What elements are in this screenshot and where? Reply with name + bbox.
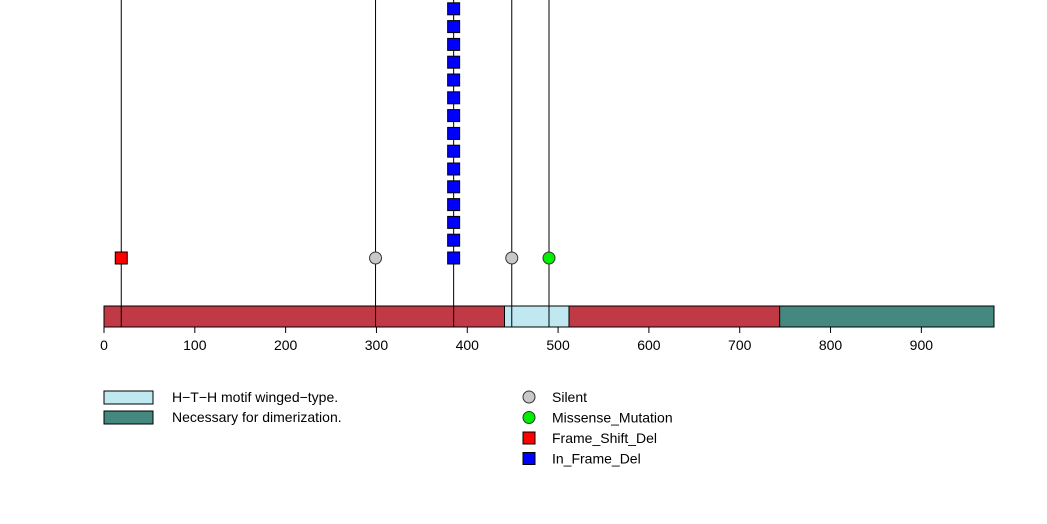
mutation-marker-in-frame-del xyxy=(447,180,461,194)
legend-mutation-swatch xyxy=(522,390,536,404)
domain-1 xyxy=(504,305,570,328)
mutation-marker-silent xyxy=(369,251,383,265)
x-tick-label: 900 xyxy=(910,337,934,353)
legend-domain-swatch xyxy=(103,390,154,405)
mutation-marker-in-frame-del xyxy=(447,20,461,34)
mutation-marker-in-frame-del xyxy=(447,233,461,247)
x-tick-label: 400 xyxy=(456,337,480,353)
x-tick-label: 600 xyxy=(637,337,661,353)
x-tick-label: 200 xyxy=(274,337,298,353)
x-tick-label: 700 xyxy=(728,337,752,353)
legend-mutation-label: Frame_Shift_Del xyxy=(552,430,657,446)
legend-domain-label: Necessary for dimerization. xyxy=(172,409,342,425)
x-tick-label: 800 xyxy=(819,337,843,353)
x-tick-label: 100 xyxy=(183,337,207,353)
domain-2 xyxy=(779,305,995,328)
x-tick-label: 300 xyxy=(365,337,389,353)
mutation-marker-in-frame-del xyxy=(447,55,461,69)
legend-mutation-swatch xyxy=(522,452,536,465)
legend-domain-label: H−T−H motif winged−type. xyxy=(172,389,338,405)
mutation-marker-in-frame-del xyxy=(447,91,461,105)
x-tick-label: 500 xyxy=(546,337,570,353)
mutation-marker-silent xyxy=(505,251,519,265)
legend-mutation-swatch xyxy=(522,431,536,445)
mutation-marker-in-frame-del xyxy=(447,162,461,176)
mutation-marker-in-frame-del xyxy=(447,251,461,265)
legend-mutation-label: In_Frame_Del xyxy=(552,451,641,467)
legend-domain-swatch xyxy=(103,410,154,425)
mutation-marker-in-frame-del xyxy=(447,2,461,16)
mutation-marker-in-frame-del xyxy=(447,144,461,158)
mutation-marker-frame-shift-del xyxy=(114,251,128,265)
mutation-marker-in-frame-del xyxy=(447,37,461,51)
legend-mutation-label: Missense_Mutation xyxy=(552,410,673,426)
mutation-marker-in-frame-del xyxy=(447,73,461,87)
mutation-marker-missense-mutation xyxy=(542,251,556,265)
mutation-marker-in-frame-del xyxy=(447,126,461,140)
legend-mutation-label: Silent xyxy=(552,389,587,405)
legend-mutation-swatch xyxy=(522,411,536,424)
mutation-marker-in-frame-del xyxy=(447,215,461,229)
mutation-marker-in-frame-del xyxy=(447,109,461,123)
x-tick-label: 0 xyxy=(100,337,108,353)
mutation-marker-in-frame-del xyxy=(447,198,461,212)
